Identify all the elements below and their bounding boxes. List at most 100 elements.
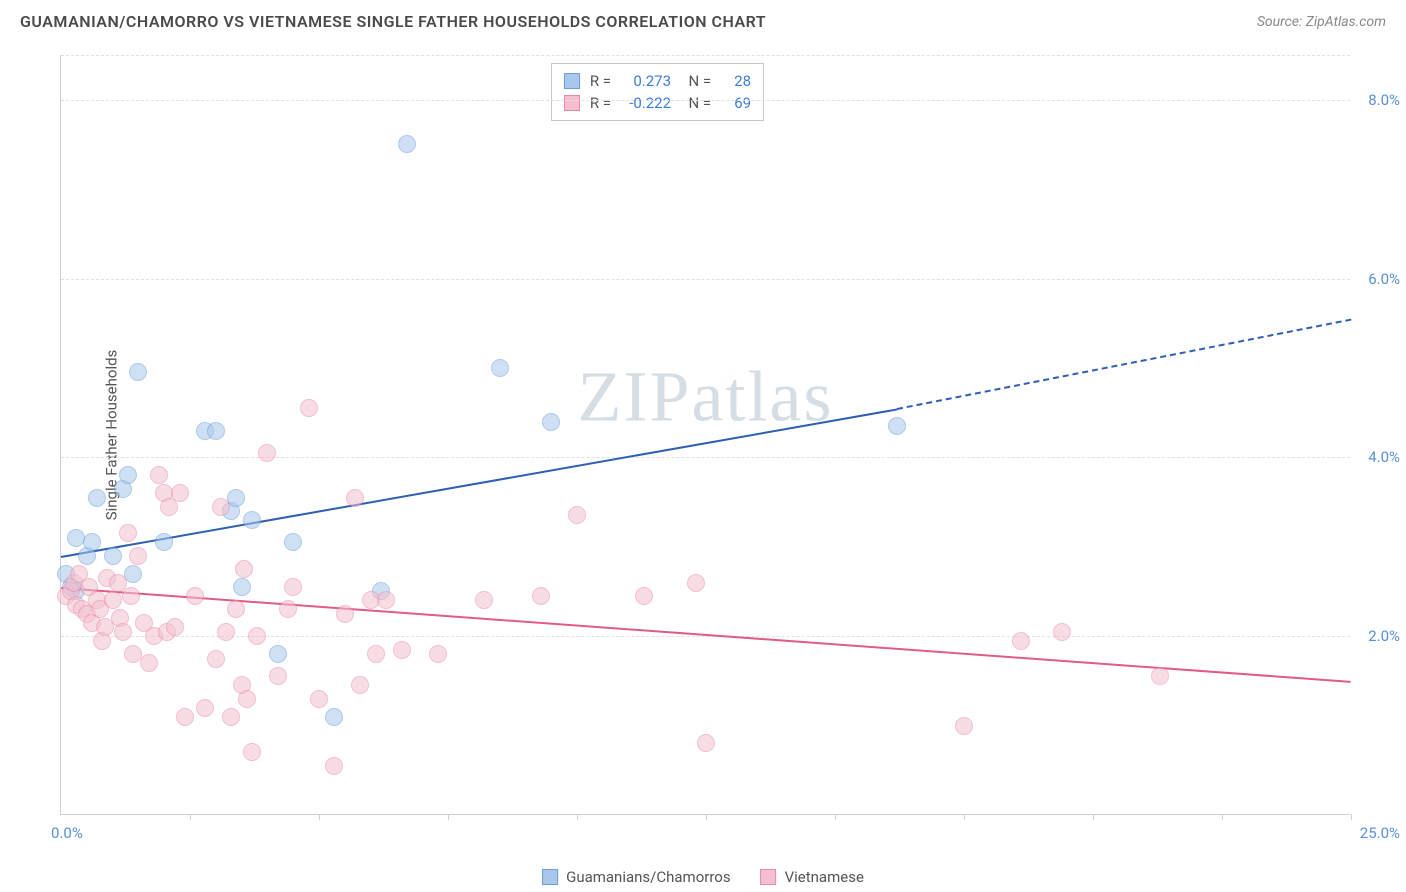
- data-point: [119, 466, 137, 484]
- gridline: [61, 279, 1350, 280]
- x-tick: [448, 814, 449, 820]
- legend-item: Vietnamese: [761, 868, 864, 886]
- legend-label: Guamanians/Chamorros: [566, 868, 730, 886]
- stats-row: R = -0.222 N = 69: [564, 92, 751, 114]
- data-point: [532, 587, 550, 605]
- x-tick: [190, 814, 191, 820]
- stats-n-value: 28: [721, 72, 751, 90]
- x-tick: [577, 814, 578, 820]
- data-point: [227, 600, 245, 618]
- chart-title: GUAMANIAN/CHAMORRO VS VIETNAMESE SINGLE …: [20, 12, 766, 31]
- legend: Guamanians/Chamorros Vietnamese: [542, 868, 864, 886]
- data-point: [1012, 632, 1030, 650]
- data-point: [1151, 667, 1169, 685]
- stats-swatch: [564, 73, 580, 89]
- stats-box: R = 0.273 N = 28 R = -0.222 N = 69: [551, 63, 764, 121]
- data-point: [367, 645, 385, 663]
- x-tick: [1222, 814, 1223, 820]
- data-point: [377, 591, 395, 609]
- legend-label: Vietnamese: [785, 868, 864, 886]
- y-tick-label: 2.0%: [1368, 627, 1400, 645]
- legend-item: Guamanians/Chamorros: [542, 868, 730, 886]
- stats-r-value: 0.273: [621, 72, 671, 90]
- data-point: [336, 605, 354, 623]
- data-point: [955, 717, 973, 735]
- stats-r-value: -0.222: [621, 94, 671, 112]
- data-point: [88, 489, 106, 507]
- x-tick: [964, 814, 965, 820]
- source-label: Source: ZipAtlas.com: [1257, 14, 1386, 30]
- data-point: [119, 524, 137, 542]
- data-point: [166, 618, 184, 636]
- data-point: [104, 547, 122, 565]
- data-point: [1053, 623, 1071, 641]
- data-point: [222, 708, 240, 726]
- data-point: [129, 547, 147, 565]
- data-point: [243, 511, 261, 529]
- data-point: [150, 466, 168, 484]
- stats-r-label: R =: [590, 72, 611, 90]
- legend-swatch: [542, 869, 558, 885]
- y-tick-label: 4.0%: [1368, 448, 1400, 466]
- data-point: [196, 699, 214, 717]
- data-point: [284, 533, 302, 551]
- data-point: [243, 743, 261, 761]
- data-point: [227, 489, 245, 507]
- data-point: [207, 650, 225, 668]
- stats-r-label: R =: [590, 94, 611, 112]
- data-point: [114, 623, 132, 641]
- data-point: [325, 757, 343, 775]
- data-point: [346, 489, 364, 507]
- data-point: [325, 708, 343, 726]
- data-point: [248, 627, 266, 645]
- title-bar: GUAMANIAN/CHAMORRO VS VIETNAMESE SINGLE …: [0, 0, 1406, 39]
- x-min-label: 0.0%: [51, 824, 83, 842]
- stats-row: R = 0.273 N = 28: [564, 70, 751, 92]
- x-tick: [1351, 814, 1352, 820]
- data-point: [124, 565, 142, 583]
- data-point: [258, 444, 276, 462]
- data-point: [140, 654, 158, 672]
- data-point: [171, 484, 189, 502]
- data-point: [687, 574, 705, 592]
- stats-swatch: [564, 95, 580, 111]
- data-point: [104, 591, 122, 609]
- data-point: [398, 135, 416, 153]
- data-point: [888, 417, 906, 435]
- data-point: [235, 560, 253, 578]
- data-point: [284, 578, 302, 596]
- data-point: [155, 533, 173, 551]
- data-point: [697, 734, 715, 752]
- data-point: [129, 363, 147, 381]
- data-point: [429, 645, 447, 663]
- trendline: [61, 408, 897, 557]
- y-tick-label: 8.0%: [1368, 91, 1400, 109]
- stats-n-label: N =: [681, 72, 711, 90]
- data-point: [269, 645, 287, 663]
- x-tick: [835, 814, 836, 820]
- x-max-label: 25.0%: [1360, 824, 1400, 842]
- data-point: [310, 690, 328, 708]
- data-point: [233, 578, 251, 596]
- data-point: [269, 667, 287, 685]
- gridline: [61, 457, 1350, 458]
- stats-n-label: N =: [681, 94, 711, 112]
- data-point: [176, 708, 194, 726]
- gridline: [61, 55, 1350, 56]
- data-point: [122, 587, 140, 605]
- data-point: [568, 506, 586, 524]
- x-tick: [319, 814, 320, 820]
- x-tick: [1093, 814, 1094, 820]
- data-point: [217, 623, 235, 641]
- data-point: [393, 641, 411, 659]
- data-point: [542, 413, 560, 431]
- data-point: [212, 498, 230, 516]
- stats-n-value: 69: [721, 94, 751, 112]
- data-point: [83, 533, 101, 551]
- data-point: [186, 587, 204, 605]
- legend-swatch: [761, 869, 777, 885]
- trendline: [897, 319, 1351, 410]
- data-point: [475, 591, 493, 609]
- data-point: [491, 359, 509, 377]
- data-point: [207, 422, 225, 440]
